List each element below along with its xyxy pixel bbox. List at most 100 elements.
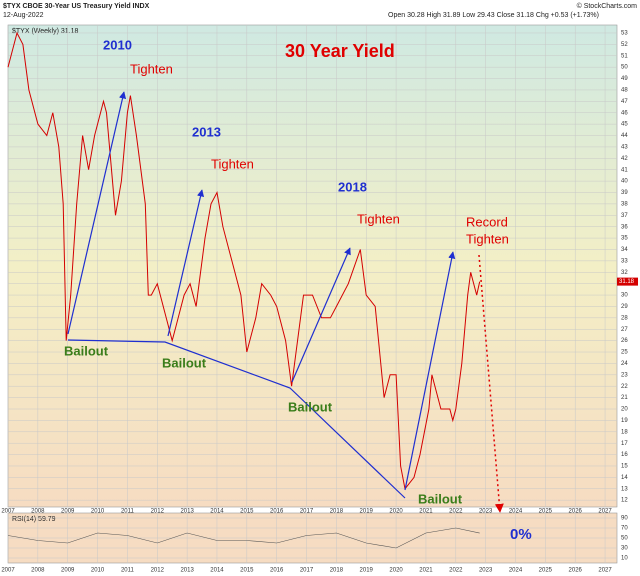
x-tick-label: 2007 — [1, 509, 15, 515]
y-tick-label: 20 — [621, 407, 628, 413]
y-tick-label: 46 — [621, 110, 628, 116]
y-tick-label: 30 — [621, 293, 628, 299]
bailout-line — [67, 339, 406, 499]
x-tick-label: 2024 — [509, 568, 523, 574]
y-tick-label: 39 — [621, 190, 628, 196]
annotation: 2018 — [338, 179, 367, 194]
x-tick-label: 2008 — [31, 509, 45, 515]
arrow — [167, 189, 205, 337]
price-line — [7, 31, 481, 490]
y-tick-label: 51 — [621, 53, 628, 59]
legend: $TYX (Weekly) 31.18 — [12, 28, 79, 35]
title: $TYX CBOE 30-Year US Treasury Yield INDX — [3, 3, 150, 10]
y-tick-label: 26 — [621, 338, 628, 344]
y-tick-label: 90 — [621, 516, 628, 522]
y-tick-label: 47 — [621, 99, 628, 105]
y-tick-label: 48 — [621, 88, 628, 94]
x-tick-label: 2020 — [389, 509, 403, 515]
y-tick-label: 50 — [621, 65, 628, 71]
x-tick-label: 2014 — [210, 568, 224, 574]
rsi-legend: RSI(14) 59.79 — [12, 516, 56, 523]
x-tick-label: 2007 — [1, 568, 15, 574]
y-tick-label: 30 — [621, 546, 628, 552]
y-tick-label: 23 — [621, 372, 628, 378]
x-tick-label: 2021 — [419, 509, 433, 515]
annotation: Tighten — [357, 211, 400, 226]
y-tick-label: 22 — [621, 384, 628, 390]
annotation: 2013 — [192, 124, 221, 139]
y-tick-label: 38 — [621, 201, 628, 207]
annotation: Tighten — [130, 61, 173, 76]
y-tick-label: 27 — [621, 327, 628, 333]
x-tick-label: 2008 — [31, 568, 45, 574]
arrow — [291, 247, 351, 383]
x-tick-label: 2024 — [509, 509, 523, 515]
y-tick-label: 19 — [621, 418, 628, 424]
x-tick-label: 2018 — [330, 568, 344, 574]
x-tick-label: 2021 — [419, 568, 433, 574]
y-tick-label: 17 — [621, 441, 628, 447]
source: © StockCharts.com — [577, 2, 638, 10]
x-tick-label: 2019 — [360, 509, 374, 515]
x-tick-label: 2012 — [151, 568, 165, 574]
x-tick-label: 2011 — [121, 509, 135, 515]
x-tick-label: 2010 — [91, 509, 105, 515]
y-tick-label: 28 — [621, 315, 628, 321]
x-tick-label: 2016 — [270, 568, 284, 574]
annotation: 0% — [510, 526, 532, 543]
annotation: Bailout — [162, 355, 207, 370]
annotation: Bailout — [288, 399, 333, 414]
y-tick-label: 13 — [621, 486, 628, 492]
x-tick-label: 2015 — [240, 568, 254, 574]
x-tick-label: 2022 — [449, 509, 463, 515]
x-tick-label: 2009 — [61, 509, 75, 515]
x-tick-label: 2023 — [479, 509, 493, 515]
annotation: 30 Year Yield — [285, 41, 395, 61]
x-tick-label: 2025 — [539, 568, 553, 574]
x-tick-label: 2027 — [598, 509, 612, 515]
x-tick-label: 2018 — [330, 509, 344, 515]
annotation: Bailout — [418, 491, 463, 506]
y-tick-label: 14 — [621, 475, 628, 481]
x-tick-label: 2014 — [210, 509, 224, 515]
quote: Open 30.28 High 31.89 Low 29.43 Close 31… — [388, 12, 599, 19]
y-tick-label: 50 — [621, 536, 628, 542]
y-tick-label: 34 — [621, 247, 628, 253]
x-tick-label: 2016 — [270, 509, 284, 515]
annotation: Record — [466, 214, 508, 229]
annotation: Tighten — [466, 231, 509, 246]
y-tick-label: 25 — [621, 350, 628, 356]
x-tick-label: 2023 — [479, 568, 493, 574]
y-tick-label: 21 — [621, 395, 628, 401]
x-tick-label: 2017 — [300, 509, 314, 515]
y-tick-label: 12 — [621, 498, 628, 504]
annotation: Bailout — [64, 343, 109, 358]
x-tick-label: 2025 — [539, 509, 553, 515]
y-tick-label: 40 — [621, 179, 628, 185]
last-value-label: 31.18 — [619, 279, 635, 285]
y-tick-label: 44 — [621, 133, 628, 139]
plot-area — [7, 24, 618, 508]
y-tick-label: 32 — [621, 270, 628, 276]
x-tick-label: 2019 — [360, 568, 374, 574]
x-tick-label: 2011 — [121, 568, 135, 574]
x-tick-label: 2013 — [180, 509, 194, 515]
y-tick-label: 42 — [621, 156, 628, 162]
y-tick-label: 37 — [621, 213, 628, 219]
x-tick-label: 2022 — [449, 568, 463, 574]
last-value-box — [617, 277, 638, 286]
annotation: 2010 — [103, 37, 132, 52]
y-tick-label: 16 — [621, 452, 628, 458]
y-tick-label: 33 — [621, 258, 628, 264]
x-tick-label: 2010 — [91, 568, 105, 574]
arrow — [404, 251, 456, 491]
x-tick-label: 2026 — [569, 509, 583, 515]
y-tick-label: 18 — [621, 429, 628, 435]
date: 12-Aug-2022 — [3, 12, 44, 19]
y-tick-label: 49 — [621, 76, 628, 82]
y-tick-label: 15 — [621, 464, 628, 470]
x-tick-label: 2027 — [598, 568, 612, 574]
x-tick-label: 2017 — [300, 568, 314, 574]
y-tick-label: 29 — [621, 304, 628, 310]
